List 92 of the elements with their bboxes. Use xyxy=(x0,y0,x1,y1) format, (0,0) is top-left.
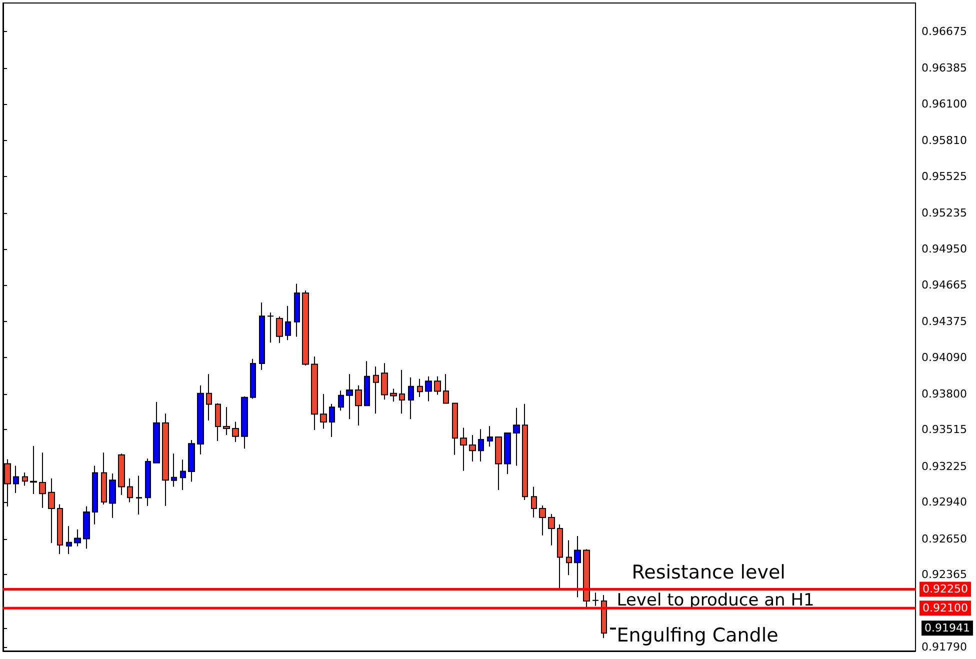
y-tick-label: 0.95525 xyxy=(922,170,968,183)
candlestick xyxy=(373,366,379,414)
y-tick-label: 0.92940 xyxy=(922,496,968,509)
candlestick xyxy=(127,478,133,503)
candlestick xyxy=(504,432,511,475)
candlestick xyxy=(583,548,590,610)
candlestick xyxy=(188,439,195,482)
candlestick xyxy=(22,472,28,486)
candlestick xyxy=(232,421,239,442)
candlestick xyxy=(180,459,186,491)
candlestick xyxy=(171,453,177,488)
candlestick xyxy=(390,388,397,402)
candlestick xyxy=(311,356,318,430)
candlestick xyxy=(66,526,72,555)
ref-line-label: 0.92250 xyxy=(922,582,968,596)
candlestick xyxy=(197,384,204,455)
candlestick xyxy=(30,446,37,495)
candlestick xyxy=(513,407,520,466)
candlestick xyxy=(601,594,607,639)
candlestick xyxy=(39,452,46,508)
y-tick-label: 0.92650 xyxy=(922,532,968,546)
y-tick-label: 0.95810 xyxy=(922,134,968,147)
candlestick xyxy=(399,369,405,414)
annotation: Engulfing Candle xyxy=(616,624,778,646)
ref-line-label: 0.92100 xyxy=(922,602,968,615)
candlestick xyxy=(259,302,265,370)
candlestick xyxy=(162,413,169,506)
candlestick xyxy=(74,528,81,547)
candlestick xyxy=(109,472,116,518)
candlestick xyxy=(250,358,256,400)
y-tick-label: 0.93225 xyxy=(922,460,968,473)
candlestick xyxy=(417,378,423,398)
candlestick xyxy=(118,453,125,496)
candlestick xyxy=(522,403,528,500)
candlestick xyxy=(223,406,230,436)
y-tick-label: 0.93515 xyxy=(922,423,968,436)
candlestick xyxy=(364,360,370,406)
candlestick xyxy=(408,376,414,420)
y-tick-label: 0.92365 xyxy=(922,568,968,582)
candlestick xyxy=(338,390,344,412)
y-tick-label: 0.94665 xyxy=(922,278,968,292)
candlestick xyxy=(48,478,55,544)
candlestick xyxy=(285,305,291,341)
candlestick xyxy=(329,403,335,438)
y-tick-label: 0.93800 xyxy=(922,387,968,400)
candlestick xyxy=(557,524,563,589)
candlestick xyxy=(145,458,151,506)
candlestick xyxy=(101,452,107,506)
candlestick xyxy=(434,376,441,396)
candlestick xyxy=(83,506,90,550)
annotation: Resistance level xyxy=(632,562,786,584)
candlestick xyxy=(478,428,484,462)
candlestick xyxy=(495,436,502,491)
candlestick xyxy=(548,513,555,546)
candlestick xyxy=(241,396,248,450)
candlestick xyxy=(469,434,476,462)
candlestick xyxy=(136,475,142,515)
candlestick xyxy=(592,592,599,606)
y-tick-label: 0.91941 xyxy=(924,622,970,635)
candlestick xyxy=(206,374,212,422)
candlestick xyxy=(381,362,388,400)
candlestick xyxy=(539,505,546,536)
candlestick xyxy=(566,540,572,576)
y-tick-label: 0.94950 xyxy=(922,242,968,256)
candlestick xyxy=(267,312,274,344)
y-tick-label: 0.94375 xyxy=(922,314,968,328)
candlestick xyxy=(443,374,449,404)
candlestick xyxy=(92,465,98,525)
y-tick-label: 0.95235 xyxy=(922,206,968,220)
candlestick xyxy=(153,401,160,464)
y-tick-label: 0.96385 xyxy=(922,61,968,74)
y-tick-label: 0.96100 xyxy=(922,97,968,110)
candlestick xyxy=(294,283,300,338)
candlestick xyxy=(57,504,63,555)
candlestick xyxy=(215,402,221,442)
candlestick xyxy=(531,486,537,518)
candlestick xyxy=(320,393,327,430)
candlestick xyxy=(460,427,467,472)
candlestick xyxy=(452,402,458,456)
candlestick xyxy=(610,627,616,630)
candlestick xyxy=(425,376,432,402)
candlestick xyxy=(13,465,19,494)
candlestick xyxy=(574,536,581,598)
candlestick xyxy=(355,384,362,426)
y-tick-label: 0.94090 xyxy=(922,350,968,364)
y-tick-label: 0.96675 xyxy=(922,24,968,38)
y-tick-label: 0.91790 xyxy=(922,640,968,654)
candlestick xyxy=(487,426,493,448)
candlestick xyxy=(302,290,309,366)
candlestick xyxy=(276,316,283,344)
annotation: Level to produce an H1 xyxy=(616,590,814,610)
candlestick xyxy=(346,374,353,420)
